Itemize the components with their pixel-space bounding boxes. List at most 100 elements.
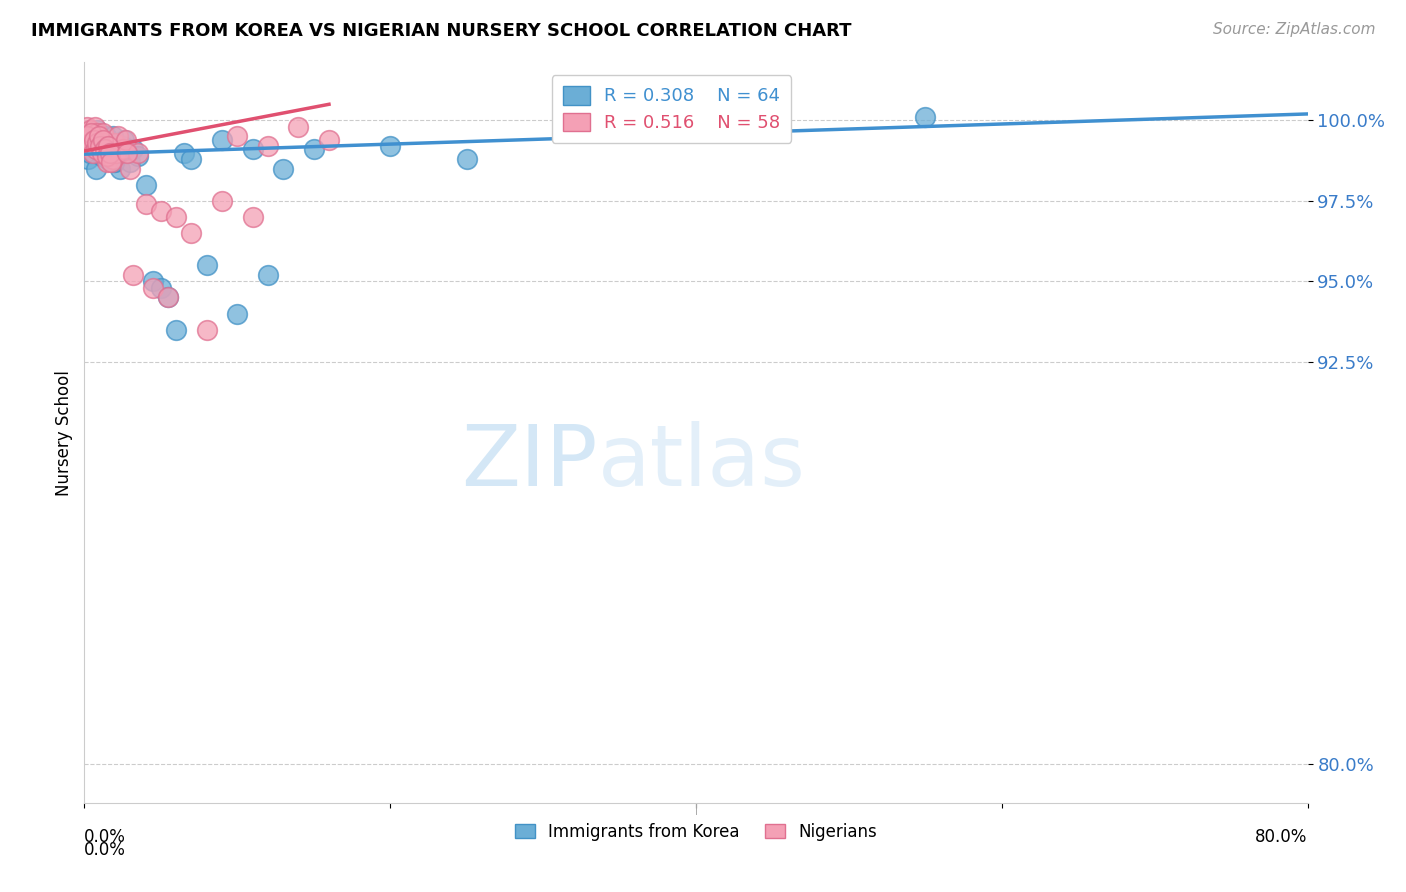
Point — [103, 155, 125, 169]
Point — [86, 123, 108, 137]
Point — [104, 136, 127, 150]
Point — [93, 142, 115, 156]
Point — [94, 145, 117, 160]
Point — [91, 149, 114, 163]
Point — [77, 133, 100, 147]
Point — [226, 129, 249, 144]
Point — [103, 152, 125, 166]
Point — [76, 142, 98, 156]
Point — [79, 136, 101, 150]
Point — [83, 136, 105, 150]
Text: Source: ZipAtlas.com: Source: ZipAtlas.com — [1212, 22, 1375, 37]
Point — [135, 178, 157, 192]
Point — [96, 139, 118, 153]
Point — [108, 161, 131, 176]
Point — [89, 139, 111, 153]
Point — [79, 123, 101, 137]
Point — [318, 133, 340, 147]
Point — [127, 149, 149, 163]
Point — [211, 194, 233, 208]
Point — [122, 268, 145, 282]
Point — [94, 145, 117, 160]
Point — [87, 145, 110, 160]
Point — [76, 129, 98, 144]
Point — [104, 155, 127, 169]
Legend: Immigrants from Korea, Nigerians: Immigrants from Korea, Nigerians — [509, 816, 883, 847]
Point — [77, 139, 100, 153]
Point — [89, 142, 111, 156]
Point — [77, 152, 100, 166]
Point — [96, 155, 118, 169]
Point — [100, 145, 122, 160]
Point — [195, 323, 218, 337]
Point — [76, 120, 98, 134]
Point — [135, 197, 157, 211]
Point — [226, 306, 249, 320]
Point — [75, 126, 97, 140]
Point — [380, 139, 402, 153]
Point — [91, 133, 114, 147]
Point — [87, 142, 110, 156]
Point — [195, 258, 218, 272]
Point — [84, 120, 107, 134]
Point — [115, 145, 138, 160]
Point — [107, 129, 129, 144]
Point — [98, 139, 121, 153]
Point — [257, 139, 280, 153]
Point — [120, 155, 142, 169]
Point — [83, 145, 105, 160]
Point — [80, 129, 103, 144]
Point — [79, 133, 101, 147]
Point — [93, 136, 115, 150]
Text: 80.0%: 80.0% — [1256, 828, 1308, 846]
Point — [87, 136, 110, 150]
Point — [75, 136, 97, 150]
Point — [89, 139, 111, 153]
Point — [114, 133, 136, 147]
Y-axis label: Nursery School: Nursery School — [55, 369, 73, 496]
Point — [84, 142, 107, 156]
Point — [91, 126, 114, 140]
Point — [456, 152, 478, 166]
Text: 0.0%: 0.0% — [84, 828, 127, 846]
Point — [101, 142, 124, 156]
Point — [101, 129, 124, 144]
Point — [242, 142, 264, 156]
Point — [98, 152, 121, 166]
Point — [180, 152, 202, 166]
Point — [111, 139, 134, 153]
Point — [96, 152, 118, 166]
Point — [157, 290, 180, 304]
Point — [94, 129, 117, 144]
Point — [94, 142, 117, 156]
Point — [142, 281, 165, 295]
Point — [93, 133, 115, 147]
Point — [97, 142, 120, 156]
Point — [90, 139, 112, 153]
Point — [100, 155, 122, 169]
Point — [112, 133, 135, 147]
Point — [149, 281, 172, 295]
Point — [96, 149, 118, 163]
Point — [165, 210, 187, 224]
Point — [97, 139, 120, 153]
Point — [87, 129, 110, 144]
Point — [83, 133, 105, 147]
Point — [97, 145, 120, 160]
Point — [80, 126, 103, 140]
Point — [149, 203, 172, 218]
Point — [103, 136, 125, 150]
Point — [115, 145, 138, 160]
Point — [302, 142, 325, 156]
Point — [157, 290, 180, 304]
Point — [86, 126, 108, 140]
Point — [82, 133, 104, 147]
Point — [86, 142, 108, 156]
Text: ZIP: ZIP — [461, 421, 598, 504]
Point — [84, 161, 107, 176]
Text: 0.0%: 0.0% — [84, 841, 127, 859]
Point — [93, 133, 115, 147]
Point — [97, 142, 120, 156]
Point — [914, 110, 936, 124]
Point — [98, 149, 121, 163]
